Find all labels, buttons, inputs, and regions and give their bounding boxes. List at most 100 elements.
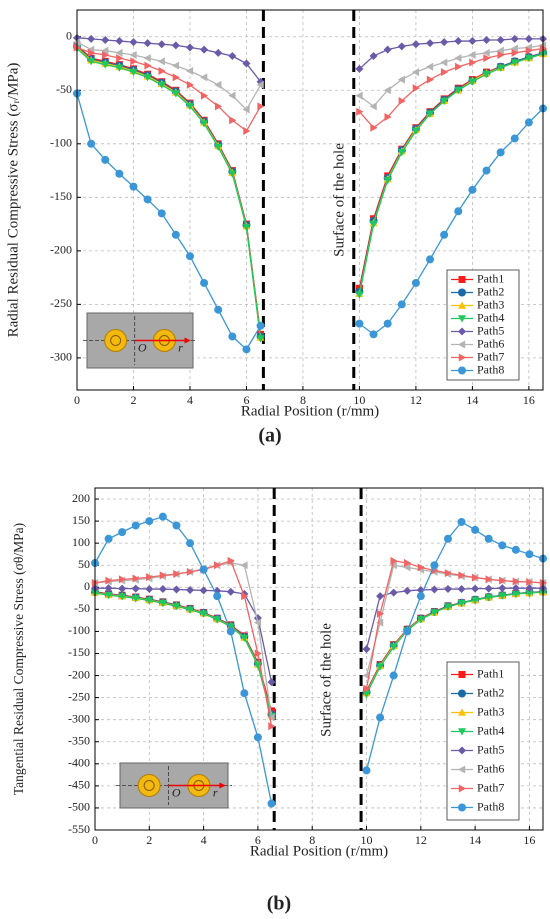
marker	[214, 80, 222, 89]
marker	[383, 176, 392, 185]
marker	[185, 103, 194, 111]
marker	[159, 571, 167, 580]
marker	[496, 64, 505, 72]
marker	[440, 68, 449, 77]
annotation: Surface of the hole	[318, 623, 334, 737]
legend-label: Path2	[477, 685, 504, 699]
marker	[458, 765, 466, 774]
y-tick-label: -100	[68, 623, 90, 637]
marker	[118, 575, 127, 584]
marker	[226, 587, 235, 596]
marker	[200, 45, 209, 54]
marker	[213, 592, 222, 601]
marker	[257, 102, 265, 111]
y-tick-label: -150	[50, 189, 72, 203]
series-line	[358, 53, 544, 295]
x-tick-label: 12	[410, 393, 422, 407]
marker	[458, 340, 466, 349]
marker	[104, 534, 113, 543]
marker	[143, 74, 152, 82]
marker	[369, 102, 377, 111]
y-tick-label: -200	[50, 243, 72, 257]
marker	[254, 649, 262, 658]
legend-label: Path7	[477, 349, 504, 363]
marker	[144, 61, 152, 70]
legend-label: Path6	[477, 761, 504, 775]
marker	[115, 64, 124, 72]
x-tick-label: 0	[92, 833, 98, 847]
legend-label: Path8	[477, 362, 504, 376]
marker	[214, 143, 223, 152]
marker	[228, 52, 237, 61]
inset-label: O	[138, 340, 147, 354]
marker	[426, 75, 435, 84]
marker	[458, 728, 466, 736]
y-tick-label: 150	[72, 513, 90, 527]
marker	[511, 48, 519, 57]
marker	[458, 276, 466, 283]
marker	[158, 599, 167, 608]
marker	[482, 166, 491, 175]
inset-label: r	[178, 340, 183, 354]
marker	[227, 556, 235, 565]
marker	[524, 118, 533, 127]
y-tick-label: 100	[72, 535, 90, 549]
marker	[240, 634, 249, 643]
y-tick-label: -250	[68, 689, 90, 703]
marker	[482, 48, 490, 57]
marker	[457, 517, 466, 526]
marker	[411, 40, 420, 49]
marker	[383, 86, 391, 95]
inset-hole	[104, 329, 128, 352]
y-tick-label: -300	[50, 350, 72, 364]
marker	[171, 90, 180, 98]
marker	[101, 61, 110, 69]
marker	[242, 105, 250, 114]
marker	[355, 91, 363, 100]
legend-label: Path3	[477, 297, 504, 311]
marker	[376, 663, 385, 671]
marker	[369, 52, 378, 61]
marker	[443, 585, 452, 594]
marker	[118, 584, 127, 593]
marker	[355, 291, 364, 299]
x-tick-label: 2	[130, 393, 136, 407]
marker	[172, 585, 181, 594]
y-tick-label: -400	[68, 756, 90, 770]
x-tick-label: 12	[415, 833, 427, 847]
marker	[471, 525, 480, 534]
marker	[104, 584, 113, 593]
marker	[129, 38, 138, 47]
marker	[200, 73, 208, 82]
marker	[267, 678, 276, 687]
marker	[484, 594, 493, 602]
marker	[498, 592, 507, 600]
x-axis-label: Radial Position (r/mm)	[241, 403, 379, 419]
y-tick-label: 200	[72, 491, 90, 505]
marker	[376, 713, 385, 722]
marker	[143, 54, 151, 63]
marker	[158, 67, 166, 76]
marker	[468, 185, 477, 194]
inset-arrow-head	[184, 337, 191, 344]
marker	[397, 75, 405, 84]
marker	[397, 149, 406, 157]
marker	[510, 134, 519, 143]
legend-label: Path7	[477, 780, 504, 794]
marker	[485, 575, 493, 584]
marker	[104, 592, 113, 600]
marker	[454, 87, 463, 95]
marker	[369, 330, 378, 339]
marker	[525, 589, 534, 598]
marker	[87, 48, 96, 57]
y-tick-label: 0	[84, 579, 90, 593]
marker	[484, 584, 493, 593]
marker	[226, 627, 235, 636]
marker	[143, 195, 152, 204]
marker	[510, 44, 518, 53]
x-tick-label: 6	[243, 393, 249, 407]
marker	[157, 209, 166, 218]
inset-label: r	[213, 785, 218, 799]
marker	[416, 592, 425, 601]
